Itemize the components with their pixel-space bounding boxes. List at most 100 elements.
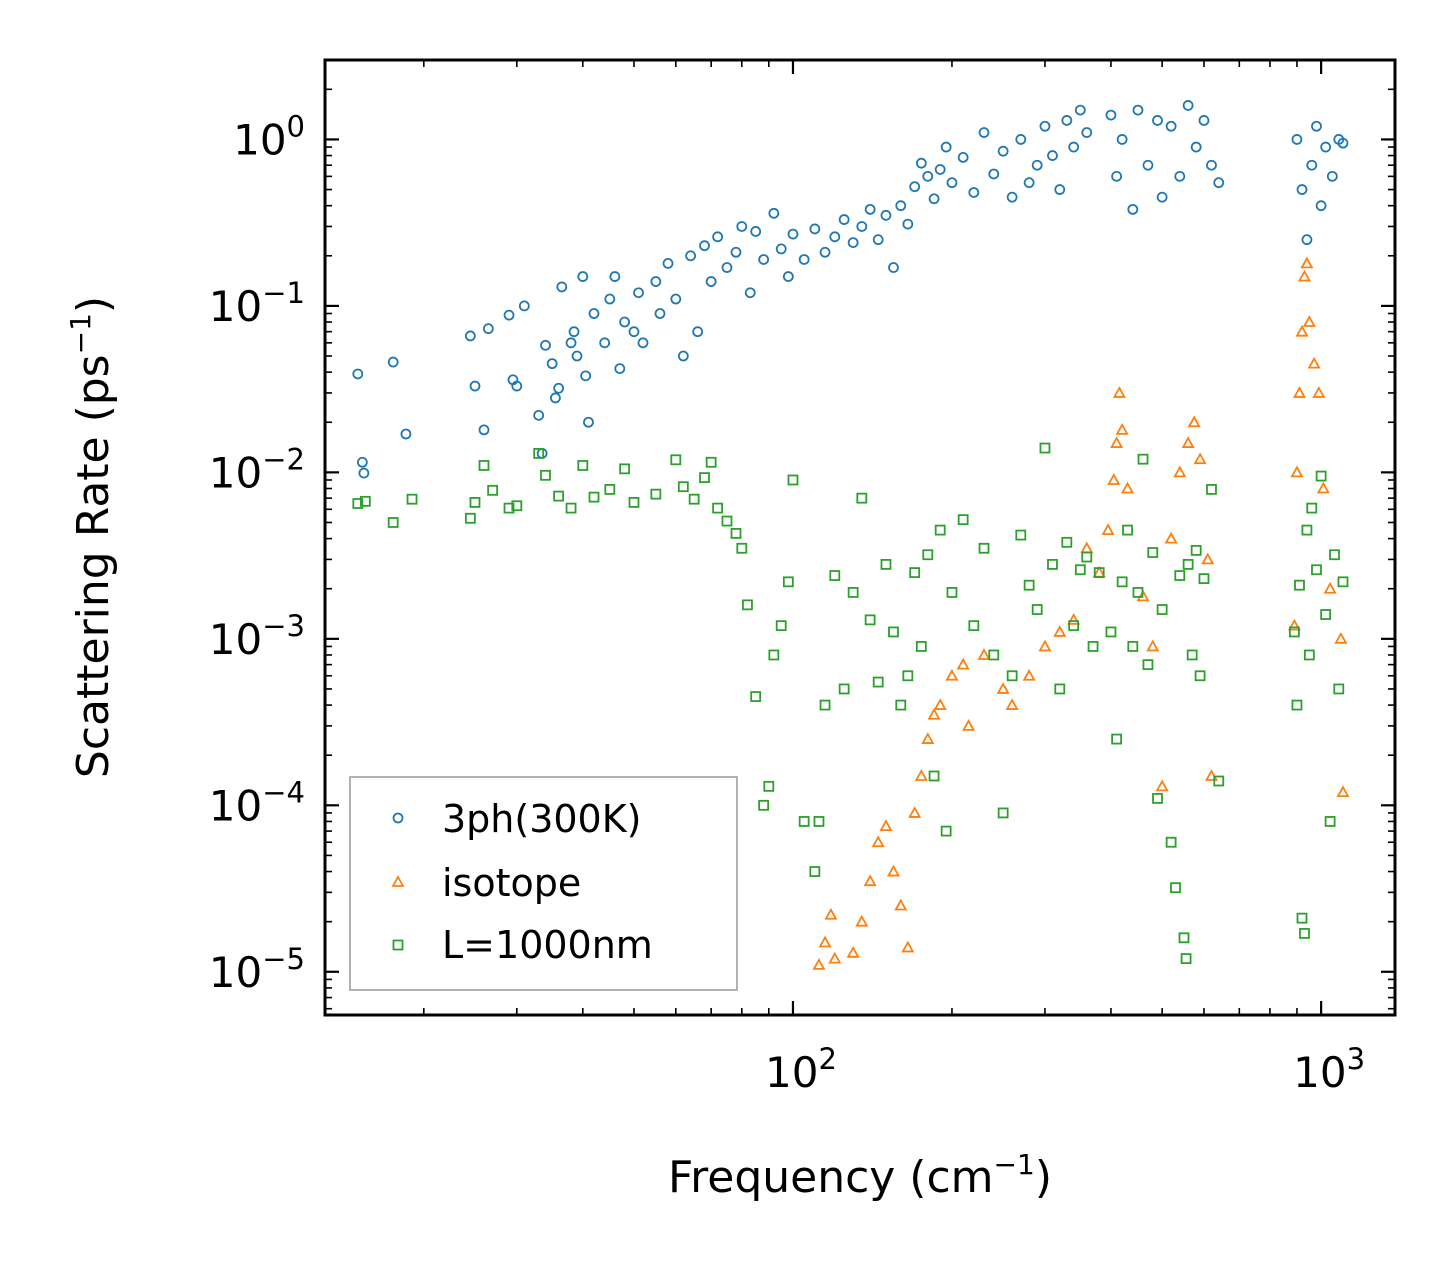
data-point [1194, 670, 1206, 682]
legend-label-3ph: 3ph(300K) [442, 797, 641, 841]
data-point [1186, 649, 1198, 661]
data-point [1301, 234, 1313, 246]
data-point [742, 599, 753, 611]
data-point [744, 287, 756, 299]
data-point [721, 262, 733, 273]
data-point [1170, 882, 1181, 894]
x-tick-label: 103 [1293, 1042, 1365, 1097]
data-point [406, 493, 418, 505]
data-point [886, 864, 901, 877]
data-point [763, 780, 775, 792]
data-point [1031, 159, 1043, 171]
legend-marker-isotope-icon [391, 875, 405, 887]
data-point [482, 323, 494, 335]
data-point [1081, 127, 1093, 138]
data-point [915, 641, 927, 652]
data-point [546, 358, 558, 370]
data-point [1039, 120, 1051, 132]
legend-box [349, 776, 738, 991]
data-point [1174, 170, 1186, 182]
data-point [1190, 544, 1202, 556]
data-point [609, 271, 621, 282]
data-point [922, 549, 934, 561]
data-point [599, 337, 611, 349]
data-point [888, 626, 899, 638]
data-point [550, 392, 561, 404]
data-point [957, 514, 969, 526]
data-point [387, 517, 399, 528]
data-point [922, 170, 934, 182]
data-point [1038, 639, 1052, 652]
data-point [1112, 386, 1126, 398]
data-point [1206, 159, 1217, 171]
data-point [1111, 733, 1123, 745]
data-point [902, 670, 914, 682]
data-point [1054, 184, 1066, 195]
data-point [888, 262, 899, 273]
data-point [568, 326, 580, 338]
data-point [921, 732, 935, 744]
data-point [1147, 547, 1159, 558]
data-point [750, 226, 762, 237]
data-point [758, 799, 770, 811]
data-point [1105, 626, 1117, 638]
data-point [1287, 618, 1301, 631]
y-tick-label: 100 [233, 109, 305, 164]
data-point [478, 424, 490, 436]
data-point [1300, 256, 1314, 269]
data-point [1295, 324, 1309, 337]
data-point [1333, 683, 1345, 695]
data-point [1337, 576, 1349, 588]
data-point [1053, 625, 1067, 637]
data-point [604, 484, 616, 495]
data-point [962, 719, 976, 731]
data-point [1111, 170, 1123, 182]
data-point [469, 380, 481, 392]
data-point [540, 469, 551, 481]
data-point [685, 250, 697, 262]
data-point [1329, 549, 1340, 561]
data-point [1074, 564, 1086, 576]
data-point [758, 254, 770, 265]
data-point [829, 231, 841, 243]
data-point [1297, 269, 1312, 282]
data-point [1155, 779, 1169, 792]
data-point [533, 409, 545, 421]
data-point [1301, 524, 1313, 536]
data-point [895, 699, 907, 711]
data-point [619, 463, 631, 475]
data-point [847, 587, 859, 598]
data-point [1137, 453, 1149, 465]
data-point [782, 576, 794, 588]
data-point [819, 246, 831, 258]
data-point [387, 356, 399, 368]
data-point [730, 246, 742, 258]
data-point [928, 193, 940, 205]
data-point [1306, 159, 1318, 171]
data-point [894, 898, 908, 911]
data-point [614, 363, 626, 375]
data-point [1290, 465, 1304, 478]
data-point [469, 497, 481, 508]
data-point [934, 164, 946, 175]
data-point [775, 243, 787, 255]
data-point [650, 488, 662, 500]
data-point [829, 570, 841, 581]
data-point [1156, 604, 1168, 615]
data-point [997, 145, 1009, 157]
data-point [902, 218, 914, 230]
data-point [813, 816, 825, 827]
data-point [864, 203, 876, 215]
data-point [580, 370, 592, 382]
data-point [1206, 484, 1217, 495]
data-point [518, 300, 530, 312]
data-point [1122, 524, 1133, 536]
data-point [565, 502, 577, 514]
data-point [712, 502, 724, 514]
data-point [650, 276, 662, 287]
data-point [1156, 191, 1168, 203]
data-point [787, 228, 799, 240]
y-tick-label: 10−3 [209, 609, 305, 664]
data-point [677, 481, 689, 493]
